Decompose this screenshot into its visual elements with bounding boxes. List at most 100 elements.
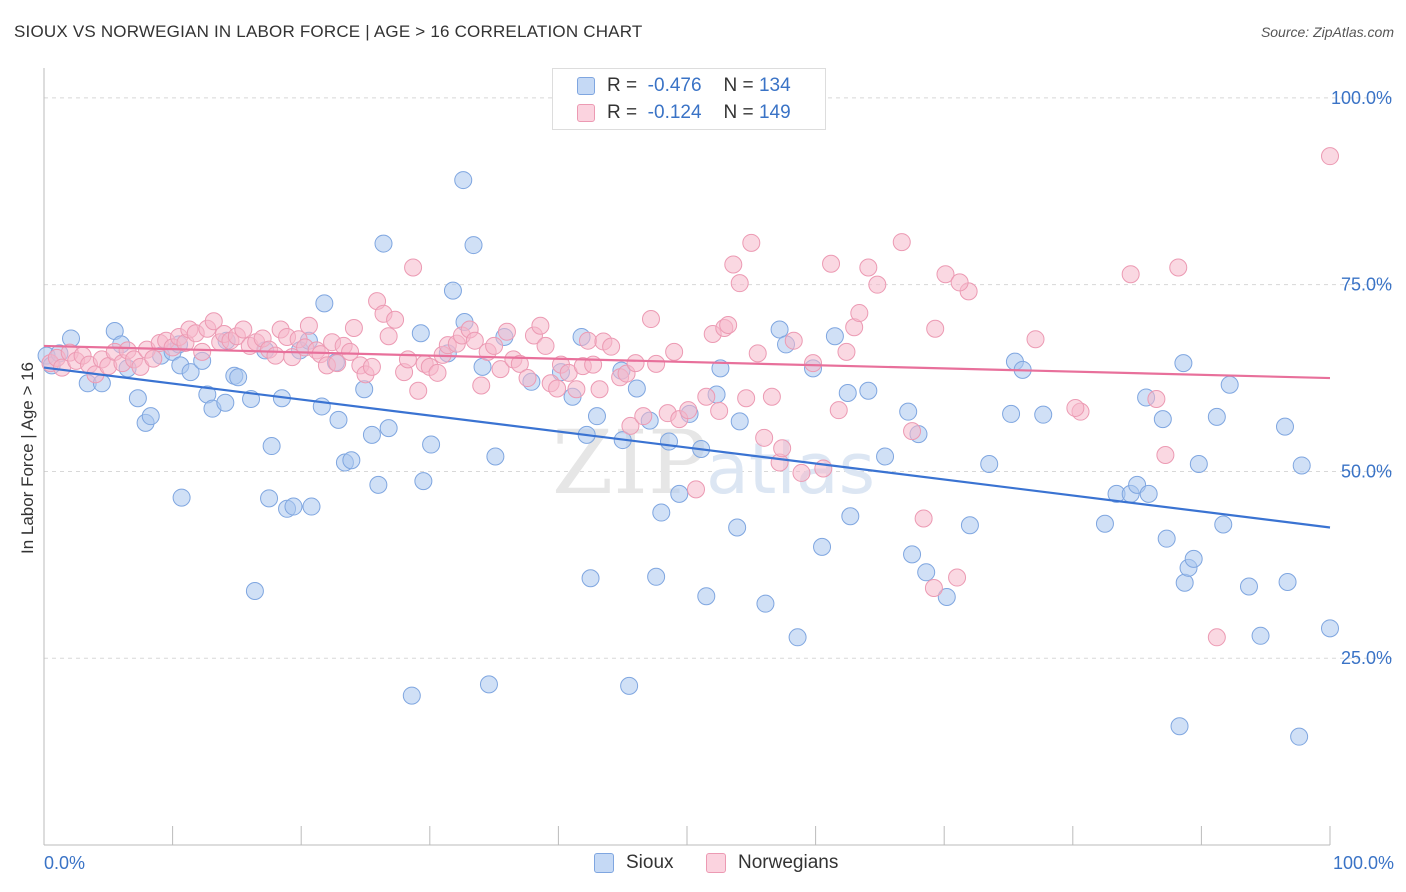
- norwegians-point: [602, 337, 621, 356]
- sioux-point: [1034, 405, 1053, 424]
- trend-line-norwegians: [43, 344, 1331, 380]
- norwegians-point: [497, 322, 516, 341]
- norwegians-point: [234, 320, 253, 339]
- sioux-point: [454, 171, 473, 190]
- norwegians-point: [491, 360, 510, 379]
- norwegians-point: [773, 439, 792, 458]
- norwegians-point: [837, 342, 856, 361]
- sioux-point: [1207, 407, 1226, 426]
- norwegians-point: [266, 346, 285, 365]
- sioux-point: [414, 472, 433, 491]
- norwegians-point: [724, 255, 743, 274]
- legend-swatch-norwegians: [706, 853, 726, 873]
- norwegians-point: [590, 380, 609, 399]
- sioux-point: [443, 281, 462, 300]
- sioux-point: [1321, 619, 1339, 638]
- legend-n-label: N =: [723, 102, 754, 123]
- norwegians-point: [386, 310, 405, 329]
- norwegians-point: [621, 416, 640, 435]
- norwegians-point: [936, 265, 955, 284]
- norwegians-point: [567, 380, 586, 399]
- y-tick-label: 75.0%: [1341, 275, 1392, 295]
- norwegians-point: [1207, 628, 1226, 647]
- norwegians-point: [730, 274, 749, 293]
- norwegians-point: [536, 336, 555, 355]
- norwegians-point: [792, 463, 811, 482]
- norwegians-point: [344, 318, 363, 337]
- legend-row-sioux: R = -0.476 N = 134: [577, 75, 791, 97]
- x-tick-label-min: 0.0%: [44, 853, 85, 873]
- sioux-point: [1157, 529, 1176, 548]
- sioux-point: [172, 488, 191, 507]
- norwegians-point: [204, 312, 223, 331]
- norwegians-point: [687, 480, 706, 499]
- sioux-point: [1153, 410, 1172, 429]
- sioux-point: [362, 425, 381, 444]
- sioux-point: [342, 451, 361, 470]
- norwegians-point: [679, 401, 698, 420]
- series-norwegians: [41, 147, 1339, 647]
- sioux-point: [876, 447, 895, 466]
- norwegians-point: [829, 401, 848, 420]
- norwegians-point: [742, 233, 761, 252]
- legend-swatch-sioux: [594, 853, 614, 873]
- norwegians-point: [924, 578, 943, 597]
- sioux-point: [486, 447, 505, 466]
- norwegians-point: [341, 342, 360, 361]
- norwegians-point: [131, 357, 150, 376]
- sioux-point: [374, 234, 393, 253]
- norwegians-point: [814, 459, 833, 478]
- norwegians-point: [518, 369, 537, 388]
- sioux-point: [659, 432, 678, 451]
- norwegians-point: [868, 275, 887, 294]
- trend-line-sioux: [43, 366, 1331, 529]
- sioux-point: [1175, 573, 1194, 592]
- sioux-point: [825, 327, 844, 346]
- y-tick-labels: 25.0% 50.0% 75.0% 100.0%: [1331, 88, 1392, 668]
- sioux-point: [980, 454, 999, 473]
- norwegians-point: [647, 354, 666, 373]
- norwegians-point: [641, 310, 660, 329]
- norwegians-point: [737, 389, 756, 408]
- norwegians-point: [398, 350, 417, 369]
- legend-r-value: -0.124: [647, 102, 702, 123]
- legend-item-norwegians: Norwegians: [706, 852, 838, 874]
- sioux-point: [473, 357, 492, 376]
- sioux-point: [937, 587, 956, 606]
- series-legend: Sioux Norwegians: [0, 852, 1406, 876]
- sioux-point: [670, 484, 689, 503]
- norwegians-point: [328, 354, 347, 373]
- sioux-point: [141, 407, 160, 426]
- norwegians-point: [510, 354, 529, 373]
- norwegians-point: [784, 331, 803, 350]
- x-ticks: [43, 826, 1331, 845]
- sioux-point: [647, 567, 666, 586]
- legend-r-label: R =: [607, 75, 638, 96]
- norwegians-point: [748, 344, 767, 363]
- norwegians-point: [1121, 265, 1140, 284]
- legend-swatch-sioux: [577, 77, 595, 95]
- sioux-point: [284, 497, 303, 516]
- sioux-point: [1139, 484, 1158, 503]
- sioux-point: [730, 412, 749, 431]
- norwegians-point: [362, 357, 381, 376]
- norwegians-point: [409, 381, 428, 400]
- legend-label-sioux: Sioux: [626, 852, 674, 873]
- norwegians-point: [665, 342, 684, 361]
- sioux-point: [262, 437, 281, 456]
- x-tick-labels: 0.0% 100.0%: [44, 853, 1394, 873]
- watermark-atlas: atlas: [706, 428, 875, 510]
- norwegians-point: [578, 331, 597, 350]
- sioux-point: [1251, 626, 1270, 645]
- norwegians-point: [626, 354, 645, 373]
- sioux-point: [260, 489, 279, 508]
- norwegians-point: [822, 254, 841, 273]
- norwegians-point: [903, 422, 922, 441]
- y-tick-label: 25.0%: [1341, 648, 1392, 668]
- legend-label-norwegians: Norwegians: [738, 852, 839, 873]
- grid-lines: [44, 97, 1392, 659]
- norwegians-point: [710, 401, 729, 420]
- norwegians-point: [531, 316, 550, 335]
- norwegians-point: [1026, 330, 1045, 349]
- sioux-point: [581, 569, 600, 588]
